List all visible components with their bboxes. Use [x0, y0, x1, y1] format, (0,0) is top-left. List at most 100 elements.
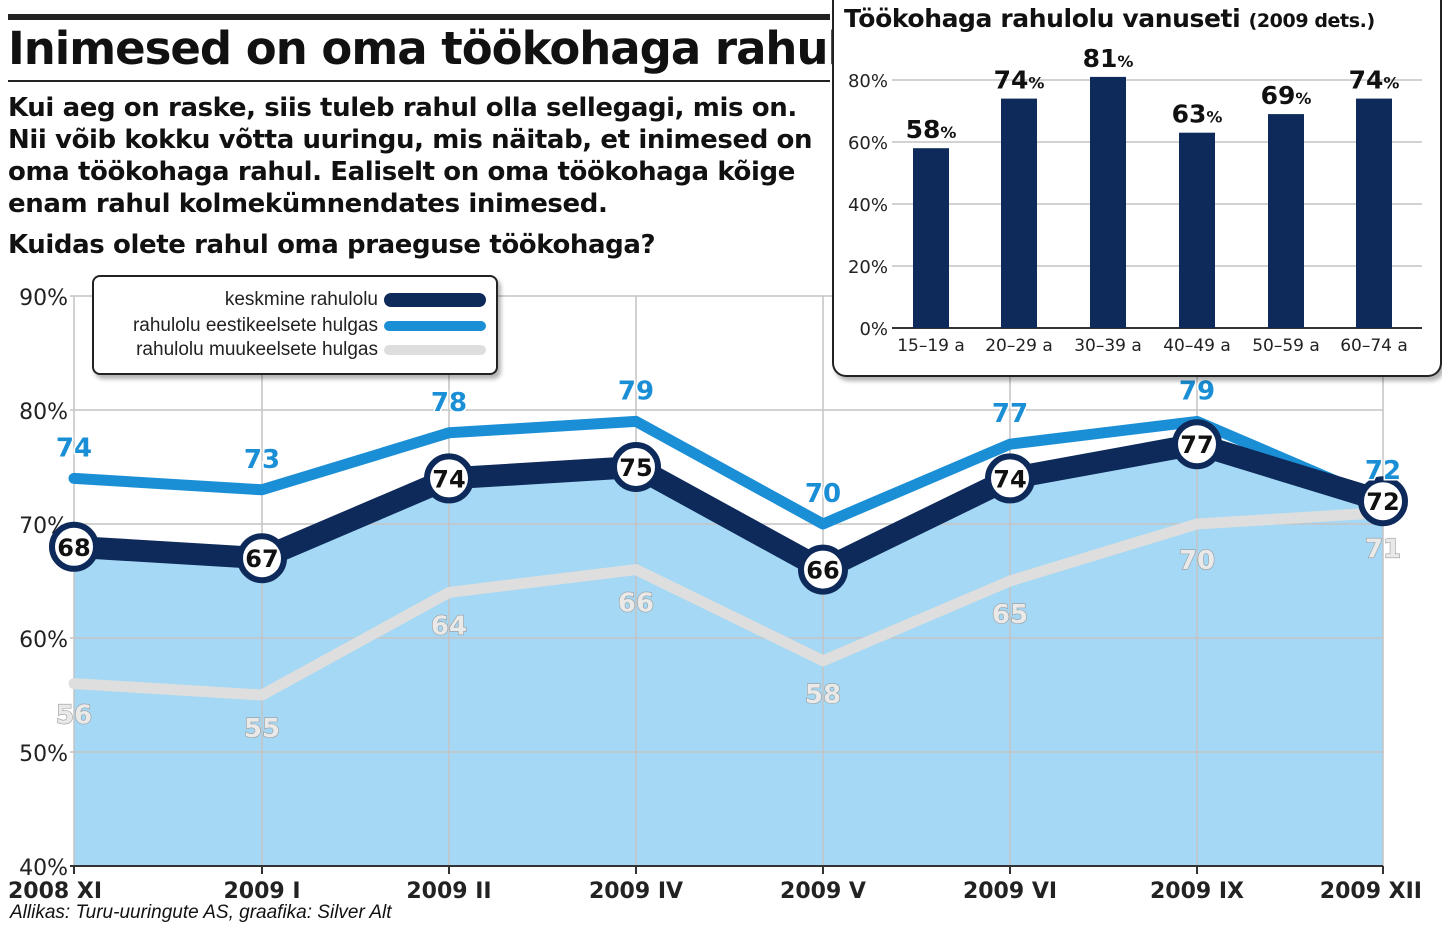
other-language-point-label: 66: [618, 589, 654, 619]
average-point-marker: [1172, 419, 1222, 470]
legend-item-other-language: rahulolu muukeelsete hulgas: [94, 339, 494, 361]
inset-y-tick-label: 80%: [848, 71, 888, 92]
average-point-label: 67: [245, 545, 278, 573]
inset-bar: [913, 148, 949, 328]
inset-y-tick-label: 0%: [859, 319, 888, 340]
lead-paragraph: Kui aeg on raske, siis tuleb rahul olla …: [8, 93, 813, 219]
estonian-point-label: 74: [56, 433, 92, 463]
series-line-average: [63, 433, 1394, 581]
y-tick-label: 40%: [19, 856, 68, 881]
inset-bar-value-label: 74%: [1349, 66, 1400, 95]
estonian-point-label: 78: [431, 388, 467, 418]
inset-bar: [1001, 98, 1037, 328]
series-line-estonian: [68, 415, 1389, 530]
estonian-point-label: 77: [992, 399, 1028, 429]
inset-bar-value-label: 58%: [906, 115, 957, 144]
chart-question: Kuidas olete rahul oma praeguse töökohag…: [8, 230, 656, 260]
estonian-point-label: 79: [1179, 376, 1215, 406]
inset-y-tick-label: 40%: [848, 195, 888, 216]
average-point-label: 74: [432, 465, 465, 493]
inset-x-tick-label: 60–74 a: [1340, 336, 1408, 356]
average-point-marker: [1358, 476, 1408, 527]
legend-item-average: keskmine rahulolu: [94, 289, 494, 311]
inset-bar-value-suffix: %: [940, 123, 956, 142]
inset-bar-value-label: 69%: [1261, 81, 1312, 110]
chart-legend: keskmine rahulolu rahulolu eestikeelsete…: [92, 275, 498, 375]
legend-label-estonian: rahulolu eestikeelsete hulgas: [132, 315, 378, 336]
inset-x-tick-label: 20–29 a: [985, 336, 1053, 356]
inset-bar-value-suffix: %: [1117, 52, 1133, 71]
y-tick-label: 90%: [19, 286, 68, 311]
source-credit: Allikas: Turu-uuringute AS, graafika: Si…: [10, 902, 392, 923]
x-tick-label: 2009 V: [780, 879, 866, 904]
average-point-marker: [49, 521, 99, 572]
x-tick-label: 2009 VI: [963, 879, 1057, 904]
inset-bar-value-suffix: %: [1206, 108, 1222, 127]
inset-bar: [1179, 132, 1215, 328]
average-point-label: 66: [806, 557, 839, 585]
other-language-point-label: 70: [1179, 546, 1215, 576]
average-point-label: 75: [619, 454, 652, 482]
legend-swatch-other-language: [384, 345, 486, 355]
header-bottom-rule: [8, 80, 830, 82]
inset-bar-value-label: 81%: [1083, 44, 1134, 73]
average-point-marker: [424, 453, 474, 504]
average-point-label: 68: [57, 534, 90, 562]
age-bar-chart-panel: Töökohaga rahulolu vanuseti (2009 dets.)…: [832, 0, 1442, 377]
legend-item-estonian: rahulolu eestikeelsete hulgas: [94, 315, 494, 337]
x-tick-label: 2009 IV: [589, 879, 683, 904]
other-language-point-label: 55: [244, 714, 280, 744]
y-tick-label: 60%: [19, 628, 68, 653]
inset-bar: [1090, 76, 1126, 329]
header-top-rule: [8, 14, 830, 20]
average-area-fill: [74, 444, 1383, 866]
average-point-marker: [611, 442, 661, 492]
inset-x-tick-label: 40–49 a: [1163, 336, 1231, 356]
other-language-point-label: 65: [992, 600, 1028, 630]
average-point-label: 77: [1180, 431, 1213, 459]
page-title: Inimesed on oma töökohaga rahul: [8, 22, 843, 75]
inset-title: Töökohaga rahulolu vanuseti (2009 dets.): [844, 4, 1375, 33]
estonian-point-label: 79: [618, 376, 654, 406]
legend-label-average: keskmine rahulolu: [224, 289, 378, 310]
other-language-point-label: 71: [1365, 535, 1401, 565]
estonian-point-label: 73: [244, 445, 280, 475]
average-point-marker: [798, 544, 848, 595]
y-tick-label: 50%: [19, 742, 68, 767]
inset-y-tick-label: 60%: [848, 133, 888, 154]
age-bar-chart: 0% 20% 40% 60% 80% 58% 15–19 a 74% 20–29 a 81% 30–…: [848, 44, 1422, 356]
x-tick-label: 2009 XII: [1320, 879, 1422, 904]
average-point-label: 72: [1366, 488, 1399, 516]
estonian-point-label: 72: [1365, 456, 1401, 486]
x-tick-label: 2009 II: [406, 879, 491, 904]
average-point-marker: [237, 533, 287, 584]
x-tick-label: 2008 XI: [8, 879, 102, 904]
x-tick-label: 2009 IX: [1150, 879, 1244, 904]
other-language-point-label: 56: [56, 701, 92, 731]
inset-bar-value-suffix: %: [1383, 74, 1399, 93]
inset-bar-value-suffix: %: [1028, 74, 1044, 93]
legend-swatch-average: [384, 293, 486, 307]
y-tick-label: 80%: [19, 400, 68, 425]
other-language-point-label: 64: [431, 611, 467, 641]
other-language-point-label: 58: [805, 680, 841, 710]
legend-swatch-estonian: [384, 321, 486, 331]
average-point-label: 74: [993, 465, 1026, 493]
inset-y-tick-label: 20%: [848, 257, 888, 278]
x-tick-label: 2009 I: [223, 879, 300, 904]
legend-label-other-language: rahulolu muukeelsete hulgas: [136, 339, 378, 360]
inset-x-tick-label: 50–59 a: [1252, 336, 1320, 356]
average-point-marker: [985, 453, 1035, 504]
inset-subtitle: (2009 dets.): [1248, 10, 1376, 32]
inset-x-tick-label: 15–19 a: [897, 336, 965, 356]
estonian-point-label: 70: [805, 479, 841, 509]
inset-x-tick-label: 30–39 a: [1074, 336, 1142, 356]
inset-bar: [1268, 114, 1304, 328]
inset-title-text: Töökohaga rahulolu vanuseti: [844, 4, 1241, 33]
inset-bar-value-label: 63%: [1172, 100, 1223, 129]
inset-bar-value-suffix: %: [1295, 89, 1311, 108]
inset-bar-value-label: 74%: [994, 66, 1045, 95]
inset-bar: [1356, 98, 1392, 328]
series-line-other-language: [68, 507, 1389, 701]
